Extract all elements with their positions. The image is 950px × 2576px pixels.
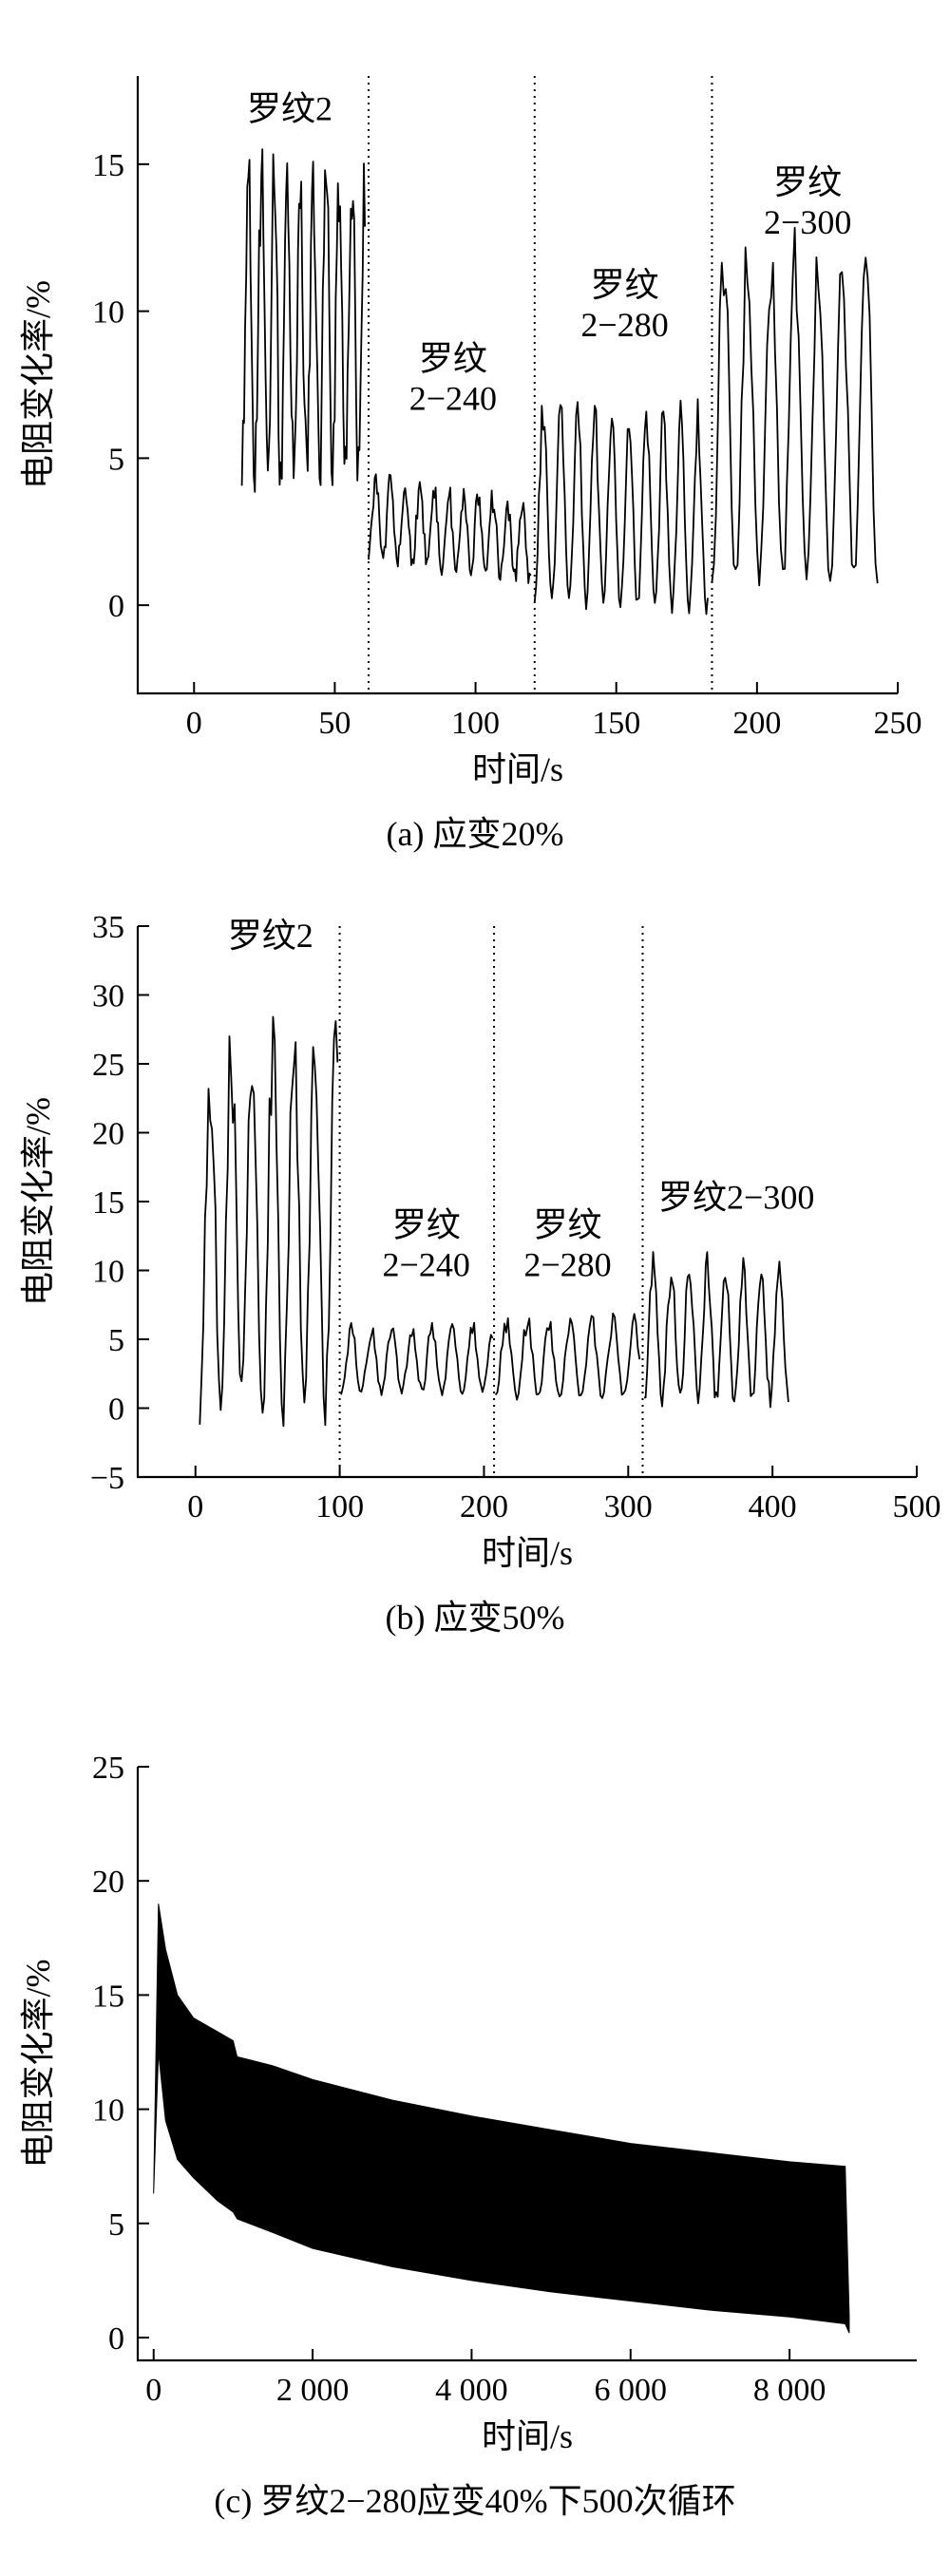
y-tick-label: 10 (92, 2093, 124, 2129)
series-line-segment (340, 1321, 494, 1396)
region-label: 2−300 (764, 203, 851, 241)
x-tick-label: 0 (186, 706, 202, 741)
y-tick-label: 30 (92, 979, 124, 1014)
chart-panel-a: 0 50 100 150 200 250 0 5 10 15 时间/s 电阻变化率/% (a) 应变20… (19, 76, 922, 853)
x-tick-label: 250 (874, 706, 922, 741)
y-tick-label: 5 (108, 1323, 124, 1358)
y-tick-label: 10 (92, 1255, 124, 1290)
y-tick-label: 15 (92, 1185, 124, 1221)
x-tick-label: 200 (460, 1489, 508, 1525)
series-line-segment (368, 473, 532, 584)
y-tick-label: 0 (108, 589, 124, 624)
y-tick-label: 25 (92, 1751, 124, 1786)
region-label: 罗纹 (773, 163, 842, 201)
region-label: 2−280 (523, 1245, 611, 1283)
y-tick-label: 5 (108, 2207, 124, 2243)
x-tick-label: 0 (145, 2373, 162, 2408)
series-line-segment (240, 148, 366, 493)
y-tick-label: 0 (108, 1392, 124, 1428)
region-label: 2−280 (580, 306, 668, 344)
y-tick-label: −5 (90, 1461, 124, 1496)
x-tick-label: 400 (749, 1489, 797, 1525)
y-axis-label: 电阻变化率/% (19, 1960, 57, 2169)
x-tick-label: 500 (893, 1489, 941, 1525)
region-label: 罗纹 (534, 1205, 602, 1243)
x-tick-label: 4 000 (435, 2373, 508, 2408)
series-line-segment (199, 1015, 339, 1428)
region-label: 罗纹 (419, 340, 487, 378)
x-tick-label: 300 (604, 1489, 653, 1525)
y-tick-label: 15 (92, 1979, 124, 2014)
axis-frame (136, 76, 898, 695)
plot-b: 0 100 200 300 400 500 −5 0 5 10 15 20 25 30 35 时间/s 电阻变化… (19, 910, 941, 1637)
region-label: 2−240 (383, 1245, 470, 1283)
region-label: 罗纹 (591, 266, 659, 304)
region-label: 2−240 (409, 380, 497, 418)
figure-caption: (a) 应变20% (387, 815, 564, 853)
series-line-segment (711, 226, 879, 587)
figure-caption: (b) 应变50% (386, 1599, 565, 1637)
chart-panel-c: 0 2 000 4 000 6 000 8 000 0 5 10 15 20 25 时间/s 电阻变化率… (19, 1751, 917, 2520)
chart-panel-b: 0 100 200 300 400 500 −5 0 5 10 15 20 25 30 35 时间/s 电阻变化… (19, 910, 941, 1637)
x-tick-label: 2 000 (276, 2373, 350, 2408)
series-line-segment (533, 398, 709, 616)
series-line-segment (494, 1312, 641, 1401)
x-tick-label: 100 (451, 706, 500, 741)
region-label: 罗纹 (392, 1205, 461, 1243)
x-tick-label: 0 (187, 1489, 203, 1525)
cycle-envelope-band (153, 1904, 850, 2334)
y-tick-label: 15 (92, 148, 124, 183)
y-tick-label: 35 (92, 910, 124, 945)
y-tick-label: 0 (108, 2321, 124, 2357)
region-label: 罗纹2 (228, 917, 314, 955)
plot-c: 0 2 000 4 000 6 000 8 000 0 5 10 15 20 25 时间/s 电阻变化率… (19, 1751, 917, 2520)
x-tick-label: 100 (315, 1489, 364, 1525)
y-tick-label: 5 (108, 442, 124, 477)
x-axis-label: 时间/s (482, 2417, 573, 2455)
region-label: 罗纹2 (247, 89, 332, 127)
x-tick-label: 8 000 (753, 2373, 826, 2408)
y-axis-label: 电阻变化率/% (19, 280, 57, 489)
series-line-segment (643, 1251, 789, 1409)
y-axis-label: 电阻变化率/% (19, 1097, 57, 1306)
y-tick-label: 10 (92, 295, 124, 331)
region-label: 罗纹2−300 (658, 1178, 814, 1216)
figure-caption: (c) 罗纹2−280应变40%下500次循环 (214, 2482, 735, 2520)
y-tick-label: 20 (92, 1865, 124, 1900)
x-axis-label: 时间/s (472, 750, 563, 788)
y-tick-label: 25 (92, 1048, 124, 1083)
x-tick-label: 150 (592, 706, 640, 741)
x-tick-label: 6 000 (595, 2373, 668, 2408)
axis-frame (136, 1767, 917, 2362)
x-tick-label: 50 (318, 706, 351, 741)
plot-a: 0 50 100 150 200 250 0 5 10 15 时间/s 电阻变化率/% (a) 应变20… (19, 76, 922, 853)
x-tick-label: 200 (732, 706, 781, 741)
y-tick-label: 20 (92, 1117, 124, 1152)
x-axis-label: 时间/s (482, 1534, 573, 1572)
